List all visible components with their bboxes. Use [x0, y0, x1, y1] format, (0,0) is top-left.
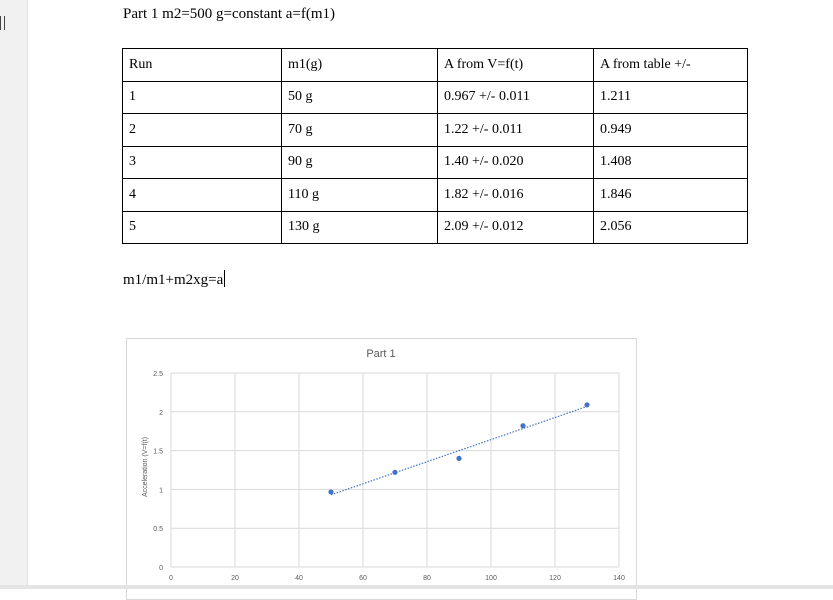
chart-grid — [170, 372, 620, 568]
table-cell: 2.09 +/- 0.012 — [437, 210, 594, 244]
x-tick-label: 40 — [295, 575, 303, 582]
x-tick-label: 60 — [359, 575, 367, 582]
header-a-table: A from table +/- — [593, 48, 748, 82]
table-cell: 0.949 — [593, 113, 748, 147]
table-cell: 1.846 — [593, 178, 748, 212]
table-cell: 50 g — [281, 80, 438, 114]
table-cell: 1.211 — [593, 80, 748, 114]
table-cell: 3 — [122, 145, 282, 179]
y-tick-labels: 0 0.5 1 1.5 2 2.5 — [153, 371, 163, 572]
table-cell: 1.22 +/- 0.011 — [437, 113, 594, 147]
header-m1: m1(g) — [281, 48, 438, 82]
y-tick-label: 1.5 — [153, 449, 163, 456]
table-header-row: Run m1(g) A from V=f(t) A from table +/- — [122, 48, 748, 82]
table-cell: 90 g — [281, 145, 438, 179]
bottom-bar — [0, 585, 833, 589]
equation-content: m1/m1+m2xg=a — [123, 272, 224, 288]
table-cell: 4 — [122, 178, 282, 212]
table-row: 3 90 g 1.40 +/- 0.020 1.408 — [122, 145, 748, 179]
x-tick-label: 20 — [231, 575, 239, 582]
table-cell: 1.40 +/- 0.020 — [437, 145, 594, 179]
header-run: Run — [122, 48, 282, 82]
table-cell: 70 g — [281, 113, 438, 147]
table-cell: 1 — [122, 80, 282, 114]
scatter-chart: Part 1 0 0.5 1 1.5 2 2.5 0 20 40 60 80 100 120 140 A… — [142, 348, 625, 582]
data-point — [328, 489, 334, 495]
data-point — [456, 455, 462, 461]
data-point — [584, 402, 590, 408]
table-cell: 2 — [122, 113, 282, 147]
x-tick-label: 80 — [423, 575, 431, 582]
header-a-measured: A from V=f(t) — [437, 48, 594, 82]
data-point — [392, 469, 398, 475]
x-tick-label: 0 — [169, 575, 173, 582]
table-cell: 110 g — [281, 178, 438, 212]
y-tick-label: 1 — [159, 487, 163, 494]
table-cell: 2.056 — [593, 210, 748, 244]
text-cursor — [224, 270, 226, 287]
table-cell: 5 — [122, 210, 282, 244]
y-tick-label: 2 — [159, 410, 163, 417]
data-point — [520, 423, 526, 429]
gutter-handle-icon[interactable] — [0, 16, 5, 30]
table-row: 2 70 g 1.22 +/- 0.011 0.949 — [122, 113, 748, 147]
table-row: 4 110 g 1.82 +/- 0.016 1.846 — [122, 178, 748, 212]
table-row: 5 130 g 2.09 +/- 0.012 2.056 — [122, 210, 748, 244]
table-row: 1 50 g 0.967 +/- 0.011 1.211 — [122, 80, 748, 114]
x-tick-labels: 0 20 40 60 80 100 120 140 — [169, 575, 625, 582]
trendline — [330, 405, 588, 496]
x-tick-label: 140 — [613, 575, 625, 582]
table-cell: 130 g — [281, 210, 438, 244]
x-tick-label: 100 — [485, 575, 497, 582]
table-cell: 1.82 +/- 0.016 — [437, 178, 594, 212]
y-tick-label: 0 — [159, 565, 163, 572]
section-heading: Part 1 m2=500 g=constant a=f(m1) — [123, 6, 336, 22]
equation-text[interactable]: m1/m1+m2xg=a — [123, 270, 226, 289]
x-tick-label: 120 — [549, 575, 561, 582]
y-tick-label: 0.5 — [153, 526, 163, 533]
results-table: Run m1(g) A from V=f(t) A from table +/-… — [122, 48, 748, 244]
chart-container[interactable]: Part 1 0 0.5 1 1.5 2 2.5 0 20 40 60 80 100 120 140 A… — [126, 338, 637, 600]
data-points — [328, 402, 590, 495]
chart-title: Part 1 — [366, 348, 395, 360]
y-axis-label: Acceleration (V=f(t) — [142, 437, 149, 497]
table-cell: 1.408 — [593, 145, 748, 179]
left-gutter — [0, 0, 28, 589]
trendline-line — [330, 405, 588, 496]
y-tick-label: 2.5 — [153, 371, 163, 378]
table-cell: 0.967 +/- 0.011 — [437, 80, 594, 114]
